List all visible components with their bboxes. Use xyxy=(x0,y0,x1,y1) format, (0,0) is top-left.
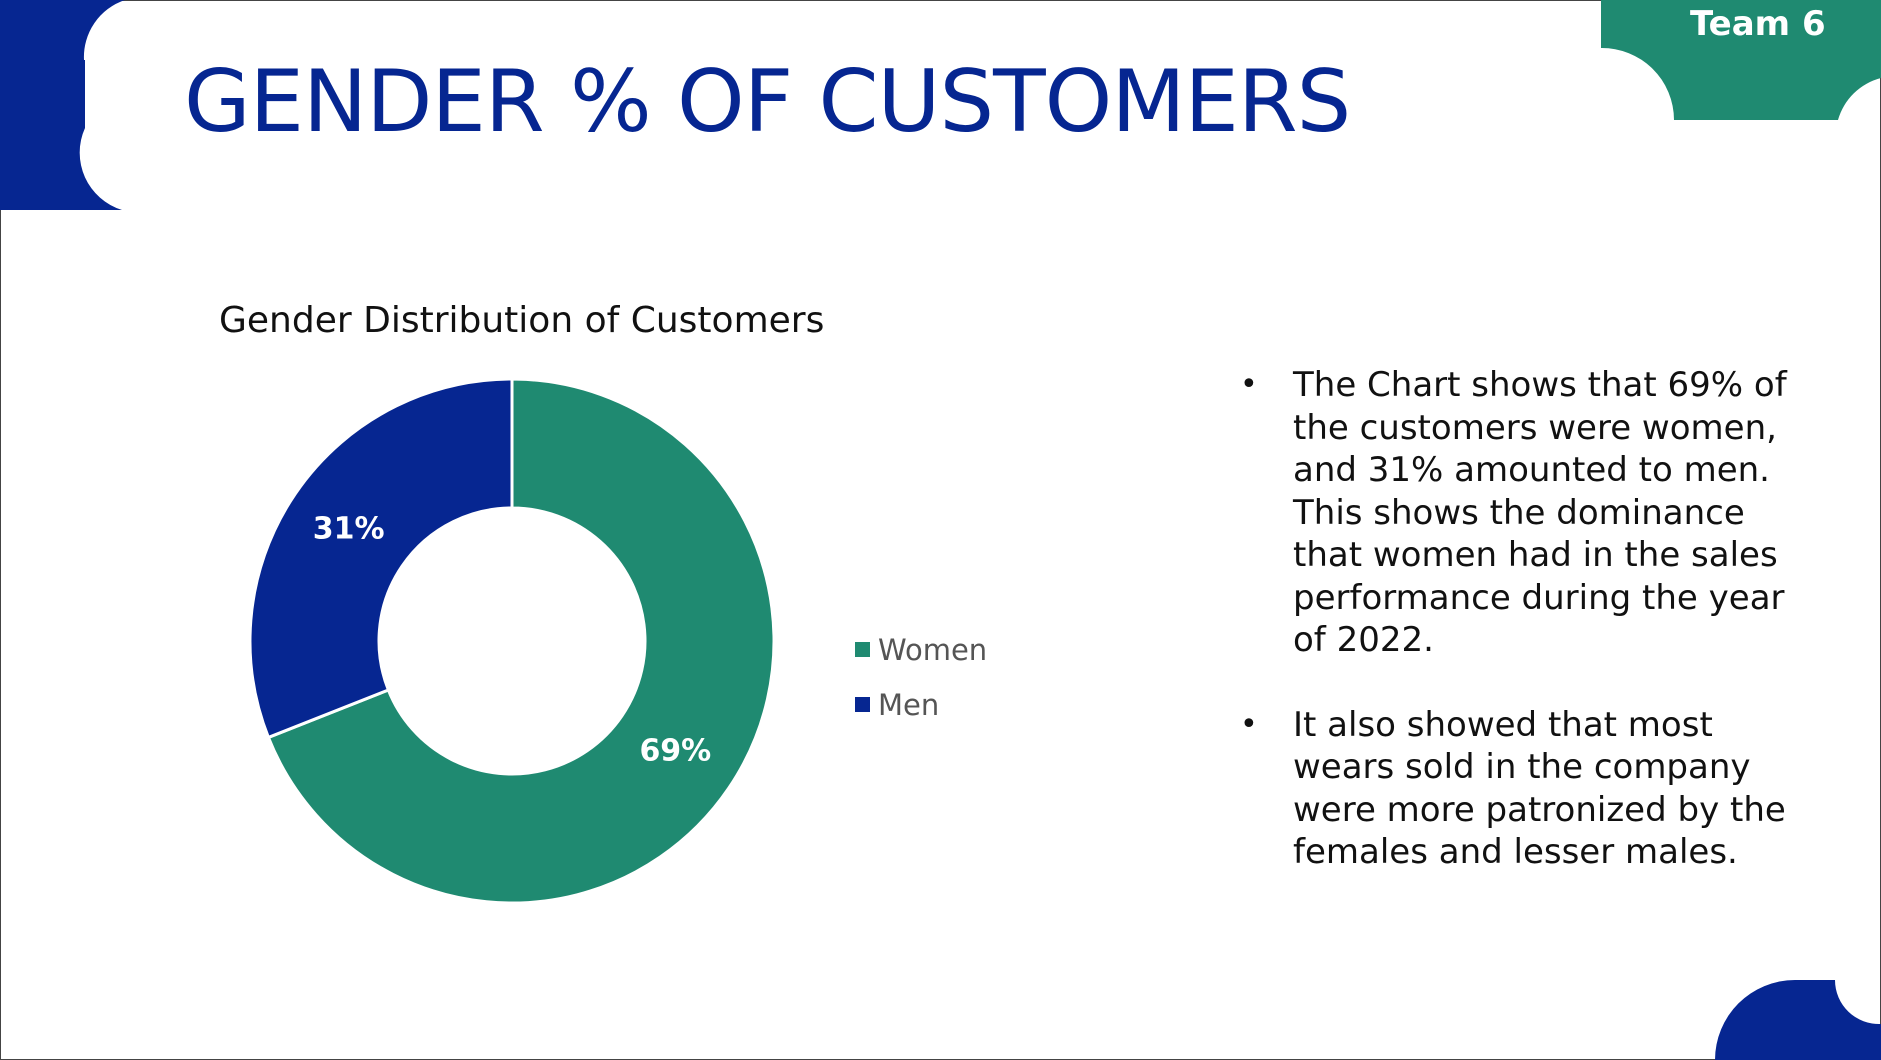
bullet-text: It also showed that most wears sold in t… xyxy=(1293,704,1786,873)
donut-slice-men xyxy=(248,377,514,740)
summary-bullets: • The Chart shows that 69% of the custom… xyxy=(1240,364,1800,916)
bullet-text: The Chart shows that 69% of the customer… xyxy=(1293,365,1787,660)
bullet-item: • The Chart shows that 69% of the custom… xyxy=(1240,364,1800,662)
chart-legend: Women Men xyxy=(855,622,987,732)
corner-decoration-top-right xyxy=(1601,0,1881,120)
legend-item-women: Women xyxy=(855,622,987,677)
legend-label-men: Men xyxy=(878,687,940,722)
donut-slice-women xyxy=(266,377,776,905)
page-title: GENDER % OF CUSTOMERS xyxy=(184,52,1351,152)
slice-label-men: 31% xyxy=(313,511,385,546)
legend-label-women: Women xyxy=(878,632,988,667)
legend-swatch-men xyxy=(855,697,870,712)
slice-label-women: 69% xyxy=(639,734,711,769)
team-badge-label: Team 6 xyxy=(1690,4,1826,44)
legend-item-men: Men xyxy=(855,677,987,732)
bullet-item: • It also showed that most wears sold in… xyxy=(1240,704,1800,874)
corner-decoration-top-left xyxy=(0,0,125,210)
bullet-dot: • xyxy=(1240,367,1258,402)
chart-title: Gender Distribution of Customers xyxy=(219,300,825,341)
corner-decoration-bottom-right xyxy=(1715,980,1881,1060)
bullet-dot: • xyxy=(1240,706,1258,742)
legend-swatch-women xyxy=(855,642,870,657)
